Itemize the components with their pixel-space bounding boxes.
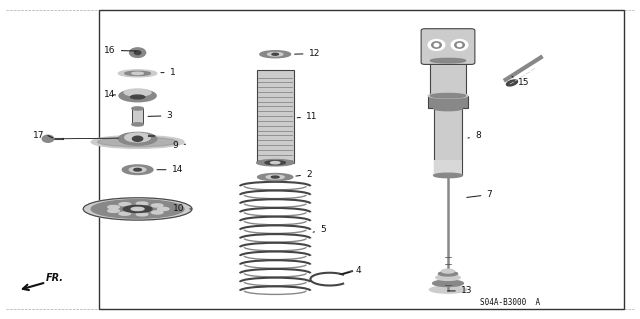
Ellipse shape [124,89,151,96]
Ellipse shape [430,93,466,98]
Ellipse shape [433,280,463,286]
Ellipse shape [131,95,145,99]
Ellipse shape [132,136,143,141]
Ellipse shape [132,123,143,126]
Text: 16: 16 [104,46,136,55]
Text: 15: 15 [512,77,530,87]
Ellipse shape [268,53,283,56]
Ellipse shape [119,203,131,206]
Text: 10: 10 [173,204,191,213]
Ellipse shape [131,207,144,211]
Ellipse shape [136,213,148,216]
Text: 2: 2 [296,170,312,179]
Ellipse shape [157,207,169,211]
Ellipse shape [134,51,141,55]
Ellipse shape [430,58,466,63]
Text: 14: 14 [104,90,116,99]
Ellipse shape [265,161,285,165]
Ellipse shape [272,53,278,55]
Text: 14: 14 [157,165,183,174]
Ellipse shape [271,161,280,164]
Ellipse shape [457,43,462,47]
Ellipse shape [122,165,153,174]
Text: S04A-B3000  A: S04A-B3000 A [480,298,540,307]
Text: 7: 7 [467,190,492,199]
Ellipse shape [125,71,150,76]
Ellipse shape [42,135,54,142]
Ellipse shape [119,212,131,215]
Ellipse shape [118,132,157,145]
Ellipse shape [442,269,454,273]
Text: 4: 4 [340,266,361,275]
Text: FR.: FR. [46,273,64,283]
Ellipse shape [132,72,143,75]
Ellipse shape [431,42,442,48]
Ellipse shape [123,205,152,212]
Ellipse shape [257,160,294,166]
Text: 11: 11 [297,112,317,121]
Ellipse shape [152,211,163,214]
Ellipse shape [260,51,291,58]
Ellipse shape [434,106,463,111]
Bar [132,108,143,124]
Text: 17: 17 [33,131,45,140]
Ellipse shape [129,167,146,172]
Ellipse shape [108,209,119,212]
Ellipse shape [434,173,463,178]
Ellipse shape [434,43,439,47]
Ellipse shape [136,202,148,205]
Bar [430,61,466,96]
Text: 8: 8 [468,131,481,140]
Ellipse shape [271,176,279,178]
Ellipse shape [438,271,458,276]
FancyBboxPatch shape [421,29,475,64]
Ellipse shape [436,275,460,280]
Ellipse shape [129,48,146,57]
Ellipse shape [132,107,143,110]
Ellipse shape [152,204,163,207]
Ellipse shape [428,93,468,98]
Ellipse shape [83,198,192,220]
Ellipse shape [266,175,284,179]
Bar [257,70,294,163]
Text: 13: 13 [447,286,472,295]
Bar [434,108,463,175]
Ellipse shape [429,286,467,293]
Ellipse shape [118,70,157,77]
Bar [434,160,463,175]
Text: 3: 3 [148,111,172,120]
Bar [99,10,624,309]
Ellipse shape [91,200,184,218]
Ellipse shape [134,168,141,171]
Ellipse shape [506,80,518,86]
Ellipse shape [119,90,156,102]
Text: 1: 1 [161,68,175,77]
Ellipse shape [454,42,465,48]
Ellipse shape [451,40,468,50]
Bar [428,96,468,108]
Ellipse shape [428,40,445,50]
Text: 12: 12 [294,49,320,58]
Text: 5: 5 [313,225,326,234]
Ellipse shape [97,137,178,147]
Ellipse shape [257,174,293,181]
Ellipse shape [108,205,119,209]
Ellipse shape [91,136,184,148]
Ellipse shape [125,133,150,142]
Text: 9: 9 [173,141,186,150]
